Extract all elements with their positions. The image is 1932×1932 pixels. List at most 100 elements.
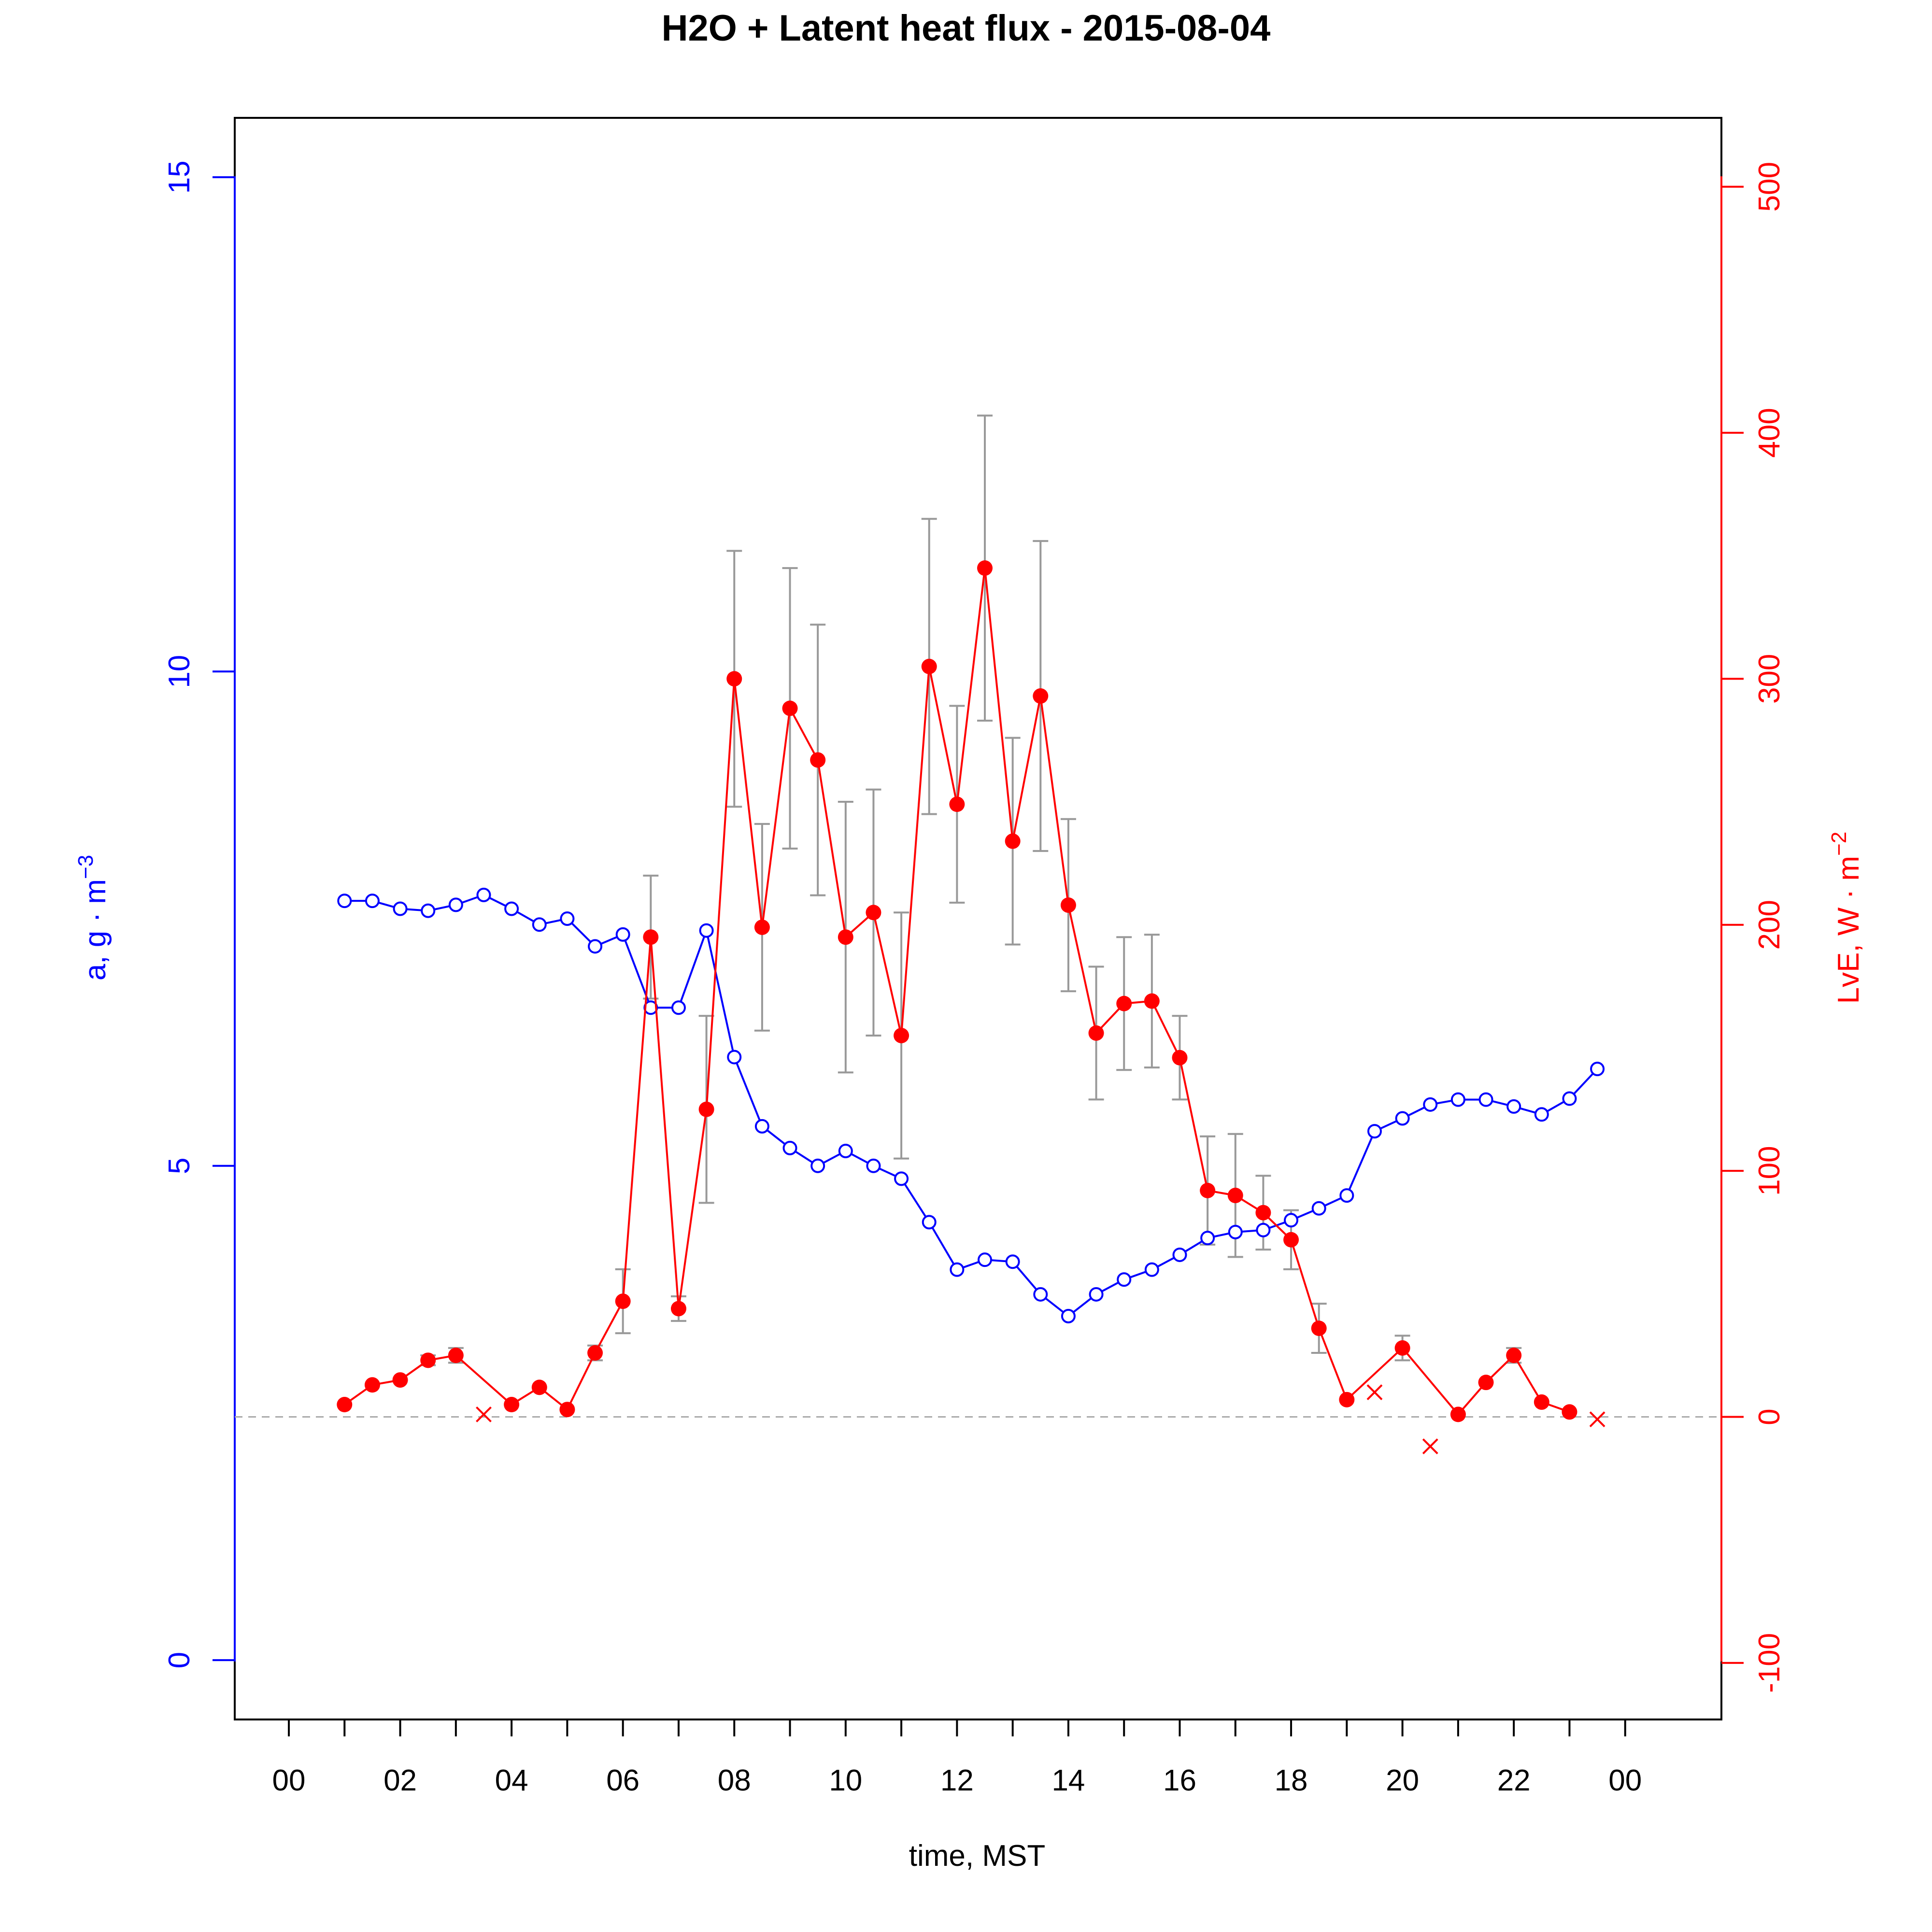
y-left-tick-label: 15 bbox=[163, 160, 196, 194]
h2o-point bbox=[1284, 1213, 1299, 1228]
lve-point bbox=[1534, 1394, 1549, 1410]
lve-point bbox=[1005, 833, 1021, 849]
h2o-point bbox=[866, 1158, 881, 1173]
lve-point bbox=[1478, 1375, 1494, 1391]
h2o-point bbox=[1506, 1099, 1521, 1114]
h2o-point bbox=[504, 901, 519, 916]
h2o-point bbox=[393, 901, 408, 916]
lve-point bbox=[1339, 1392, 1355, 1407]
x-tick-label: 00 bbox=[1608, 1764, 1642, 1797]
lve-point bbox=[420, 1352, 436, 1368]
h2o-point bbox=[1423, 1097, 1438, 1112]
lve-point bbox=[1227, 1188, 1243, 1204]
y-right-tick-label: 100 bbox=[1753, 1146, 1786, 1195]
h2o-point bbox=[1144, 1262, 1159, 1277]
y-right-axis-label-text: LvE, W · m bbox=[1832, 856, 1865, 1004]
h2o-point bbox=[1089, 1287, 1104, 1302]
lve-point bbox=[1450, 1406, 1466, 1422]
y-left-axis-ticks: 0 5 10 15 bbox=[163, 160, 235, 1668]
h2o-point bbox=[782, 1140, 797, 1155]
y-left-tick-label: 0 bbox=[163, 1652, 196, 1668]
x-tick-label: 08 bbox=[718, 1764, 751, 1797]
h2o-point bbox=[365, 894, 380, 909]
h2o-point bbox=[894, 1171, 909, 1186]
lve-point bbox=[726, 671, 742, 687]
h2o-point bbox=[1395, 1111, 1410, 1126]
lve-point bbox=[921, 658, 937, 674]
h2o-point bbox=[1590, 1062, 1605, 1077]
h2o-point bbox=[1311, 1201, 1326, 1216]
h2o-point bbox=[671, 1000, 686, 1015]
x-tick-label: 10 bbox=[829, 1764, 862, 1797]
y-left-tick-label: 5 bbox=[163, 1157, 196, 1174]
chart-title: H2O + Latent heat flux - 2015-08-04 bbox=[662, 8, 1271, 49]
lve-point bbox=[949, 796, 965, 812]
h2o-point bbox=[754, 1119, 769, 1134]
lve-point bbox=[754, 919, 770, 935]
lve-point bbox=[698, 1101, 714, 1117]
h2o-point bbox=[1228, 1224, 1243, 1239]
lve-point bbox=[838, 929, 853, 945]
lve-point bbox=[810, 752, 826, 768]
h2o-point bbox=[421, 903, 436, 918]
y-right-tick-label: 0 bbox=[1753, 1408, 1786, 1425]
x-tick-label: 00 bbox=[272, 1764, 306, 1797]
lve-flagged-point bbox=[476, 1406, 492, 1422]
x-tick-label: 20 bbox=[1386, 1764, 1419, 1797]
lve-point bbox=[643, 929, 659, 945]
x-tick-label: 02 bbox=[384, 1764, 417, 1797]
h2o-line bbox=[344, 894, 1598, 1318]
y-right-tick-label: -100 bbox=[1753, 1633, 1786, 1693]
h2o-point bbox=[950, 1262, 965, 1277]
h2o-point bbox=[838, 1144, 853, 1159]
y-right-tick-label: 300 bbox=[1753, 654, 1786, 704]
h2o-point bbox=[560, 911, 575, 926]
x-axis-label: time, MST bbox=[909, 1839, 1045, 1873]
h2o-point bbox=[1172, 1247, 1187, 1262]
h2o-point bbox=[1339, 1188, 1354, 1203]
lve-point bbox=[364, 1377, 380, 1393]
lve-point bbox=[559, 1402, 575, 1418]
lve-point bbox=[866, 905, 881, 921]
y-right-axis-label: LvE, W · m−2 bbox=[1827, 832, 1865, 1004]
lve-point bbox=[1394, 1340, 1410, 1356]
lve-flagged-point bbox=[1366, 1384, 1383, 1400]
y-right-tick-label: 400 bbox=[1753, 408, 1786, 457]
lve-point bbox=[448, 1348, 464, 1364]
lve-point bbox=[1060, 897, 1076, 913]
x-tick-label: 04 bbox=[495, 1764, 528, 1797]
y-right-tick-label: 200 bbox=[1753, 900, 1786, 950]
y-right-axis-label-sup: −2 bbox=[1827, 832, 1851, 856]
lve-point bbox=[392, 1372, 408, 1388]
h2o-point bbox=[476, 887, 491, 902]
h2o-point bbox=[1200, 1231, 1215, 1246]
h2o-point bbox=[810, 1158, 825, 1173]
lve-point bbox=[1033, 688, 1049, 704]
h2o-point bbox=[615, 927, 630, 942]
x-tick-label: 06 bbox=[606, 1764, 639, 1797]
y-left-axis-label-text: a, g · m bbox=[79, 879, 112, 980]
x-tick-label: 14 bbox=[1051, 1764, 1085, 1797]
lve-point bbox=[504, 1397, 520, 1413]
lve-point bbox=[337, 1397, 353, 1413]
lve-point bbox=[894, 1027, 909, 1043]
x-tick-label: 12 bbox=[940, 1764, 974, 1797]
h2o-point bbox=[978, 1252, 993, 1267]
lve-series bbox=[337, 560, 1577, 1422]
h2o-point bbox=[1562, 1091, 1577, 1106]
h2o-point bbox=[337, 894, 352, 909]
lve-flagged-points bbox=[476, 1384, 1605, 1455]
h2o-point bbox=[1367, 1124, 1382, 1139]
y-right-axis-ticks: -100 0 100 200 300 400 500 bbox=[1721, 162, 1786, 1693]
h2o-point bbox=[922, 1215, 937, 1230]
h2o-point bbox=[448, 897, 463, 912]
lve-point bbox=[1562, 1404, 1577, 1420]
x-tick-label: 16 bbox=[1163, 1764, 1196, 1797]
lve-point bbox=[782, 700, 798, 716]
h2o-point bbox=[727, 1050, 742, 1065]
h2o-point bbox=[1256, 1222, 1271, 1237]
lve-flagged-point bbox=[1422, 1438, 1438, 1455]
lve-point bbox=[1255, 1205, 1271, 1221]
